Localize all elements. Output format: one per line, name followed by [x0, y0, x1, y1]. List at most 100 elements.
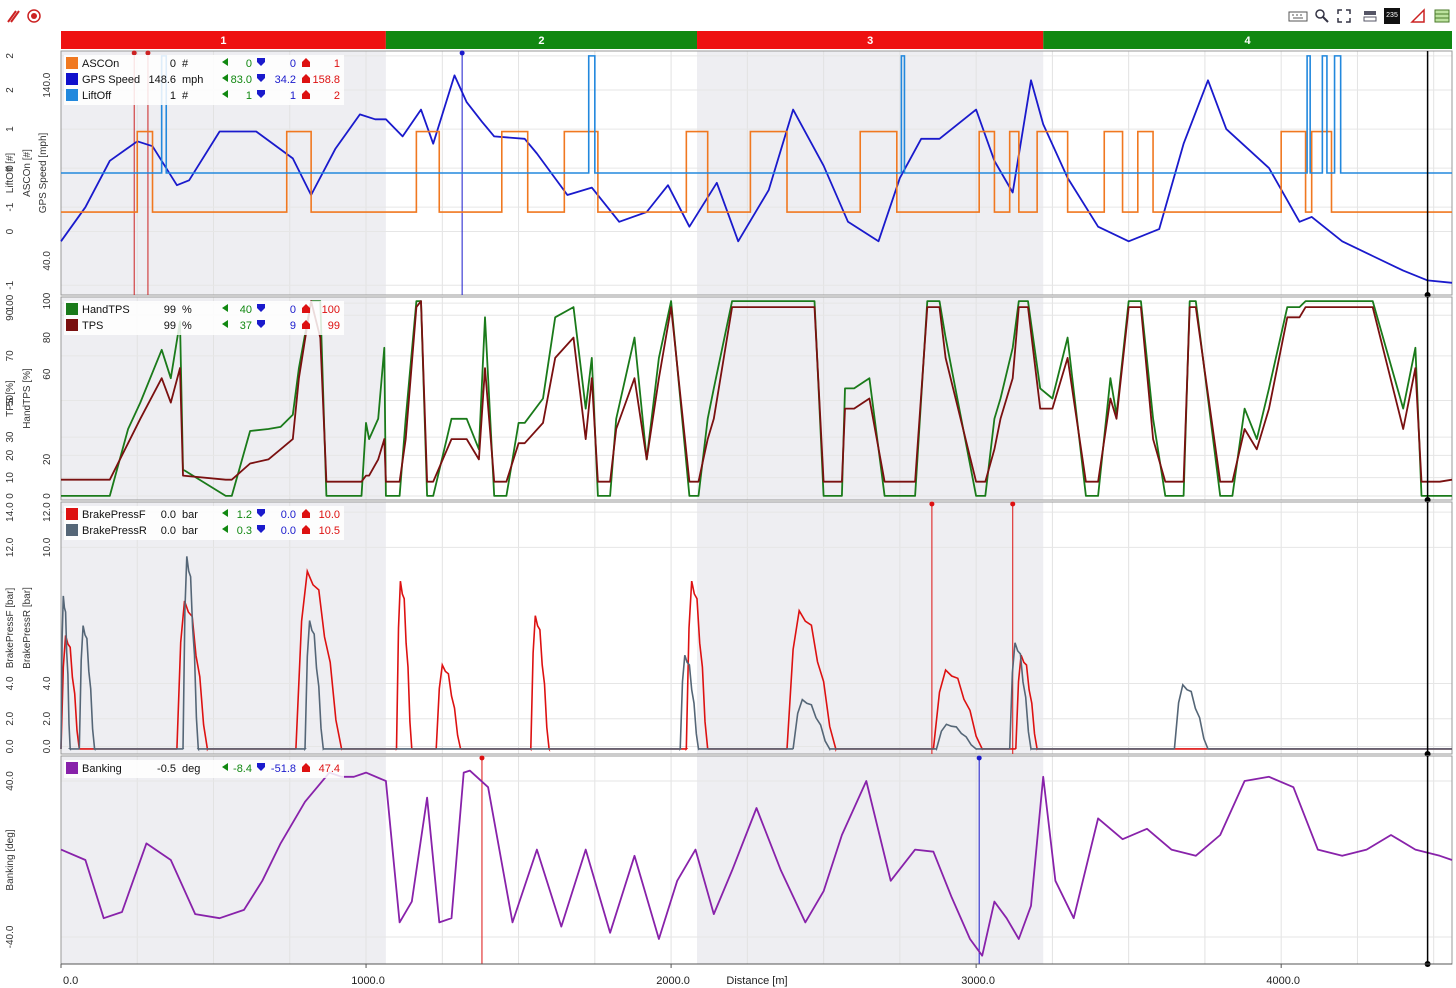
- legend-value: 0: [170, 58, 176, 70]
- legend-entry-ascon: ASCOn 0 #0 0 1: [66, 57, 340, 70]
- y-tick-label: 4.0: [5, 676, 16, 690]
- legend-max: 1: [334, 58, 340, 70]
- section-segment-3: [697, 31, 1044, 49]
- counter-icon[interactable]: 235: [1384, 8, 1400, 24]
- panel-brake: 14.012.04.02.00.012.010.04.02.00.0BrakeP…: [5, 501, 1453, 757]
- legend-swatch: [66, 57, 78, 69]
- section-bar: 1 2 3 4: [61, 31, 1452, 49]
- legend-avg: -51.8: [271, 763, 296, 775]
- min-arrow-icon: [222, 763, 228, 771]
- legend-avg: 34.2: [275, 74, 296, 86]
- y-tick-label: 0.0: [5, 739, 16, 753]
- panel-frame: [60, 501, 1453, 755]
- legend-max: 100: [322, 304, 340, 316]
- max-house-icon: [302, 763, 310, 772]
- legend-entry-brakepressr: BrakePressR 0.0 bar 0.3 0.0 10.5: [66, 524, 340, 537]
- legend-name: LiftOff: [82, 90, 112, 102]
- shaded-region: [61, 756, 386, 964]
- section-label: 1: [220, 35, 226, 47]
- legend-value: 1: [170, 90, 176, 102]
- legend-avg: 0.0: [281, 525, 296, 537]
- layout-icon[interactable]: [1362, 8, 1378, 24]
- y-tick-label: 100: [42, 292, 53, 309]
- y-axis-label: ASCOn [#]: [22, 149, 33, 197]
- min-arrow-icon: [222, 509, 228, 517]
- avg-shield-icon: [257, 74, 265, 82]
- panel-frame: [60, 296, 1453, 501]
- legend-max: 99: [328, 320, 340, 332]
- x-tick-label: 0.0: [63, 975, 78, 987]
- fit-icon[interactable]: [1336, 8, 1352, 24]
- keyboard-icon[interactable]: [1288, 8, 1308, 24]
- min-arrow-icon: [222, 74, 228, 82]
- legend-name: Banking: [82, 763, 122, 775]
- legend-name: BrakePressR: [82, 525, 147, 537]
- series-banking: [60, 769, 1453, 957]
- legend-value: -0.5: [157, 763, 176, 775]
- section-segment-4: [1043, 31, 1452, 49]
- shaded-region: [697, 756, 1044, 964]
- y-tick-label: 2: [5, 87, 16, 93]
- y-tick-label: 20: [42, 453, 53, 465]
- legend-unit: #: [182, 58, 189, 70]
- y-tick-label: 2.0: [5, 711, 16, 725]
- legend-unit: %: [182, 320, 192, 332]
- avg-shield-icon: [257, 525, 265, 533]
- y-tick-label: 10.0: [42, 537, 53, 557]
- y-tick-label: 40.0: [42, 251, 53, 271]
- y-axis-label: Banking [deg]: [5, 829, 16, 890]
- y-tick-label: 70: [5, 350, 16, 362]
- legend-max: 47.4: [319, 763, 340, 775]
- legend-name: TPS: [82, 320, 103, 332]
- avg-shield-icon: [257, 320, 265, 328]
- legend-swatch: [66, 89, 78, 101]
- marker-dot: [131, 50, 137, 56]
- legend-swatch: [66, 319, 78, 331]
- x-tick-label: 1000.0: [351, 975, 385, 987]
- x-tick-label: 4000.0: [1266, 975, 1300, 987]
- y-axis-label: BrakePressF [bar]: [5, 587, 16, 668]
- min-arrow-icon: [222, 90, 228, 98]
- legend-name: GPS Speed: [82, 74, 140, 86]
- legend-entry-handtps: HandTPS 99% 40 0 100: [66, 303, 340, 316]
- y-tick-label: -1: [5, 202, 16, 211]
- x-axis-label: Distance [m]: [726, 975, 787, 987]
- section-label: 4: [1245, 35, 1252, 47]
- y-tick-label: 60: [42, 368, 53, 380]
- legend: BrakePressF 0.0 bar 1.2 0.0 10.0 BrakePressR 0.…: [64, 506, 344, 540]
- max-house-icon: [302, 525, 310, 534]
- legend-max: 2: [334, 90, 340, 102]
- panel-banking: 40.0 -40.0 Banking [deg] Banking -0.5 deg -8.4…: [5, 755, 1453, 967]
- min-arrow-icon: [222, 304, 228, 312]
- marker-dot: [1010, 501, 1016, 507]
- grid-toggle-icon[interactable]: [1434, 8, 1450, 24]
- y-tick-label: -40.0: [5, 925, 16, 948]
- series-ascon: [61, 130, 1452, 213]
- y-tick-label: 50: [5, 395, 16, 407]
- legend-entry-tps: TPS 99% 37 9 99: [66, 319, 340, 332]
- series-brakepressr: [60, 556, 1452, 752]
- avg-shield-icon: [257, 304, 265, 312]
- zoom-icon[interactable]: [1314, 8, 1330, 24]
- y-tick-label: 0: [5, 165, 16, 171]
- record-icon[interactable]: [26, 8, 42, 24]
- y-tick-label: 2: [5, 53, 16, 59]
- legend-entry-liftoff: LiftOff 1 #1 1 2: [66, 89, 340, 102]
- y-tick-label: 100: [5, 294, 16, 311]
- y-tick-label: -1: [5, 280, 16, 289]
- y-axis-label: TPS [%]: [5, 380, 16, 417]
- y-tick-label: 20: [5, 449, 16, 461]
- series-gps-speed: [60, 74, 1453, 284]
- y-tick-label: 12.0: [42, 502, 53, 522]
- x-tick-label: 2000.0: [656, 975, 690, 987]
- legend-unit: bar: [182, 509, 198, 521]
- legend-background: [64, 506, 344, 540]
- slope-icon[interactable]: [1410, 8, 1426, 24]
- tool-diagonal-lines-icon[interactable]: [6, 8, 22, 24]
- legend-background: [64, 55, 344, 105]
- y-tick-label: 30: [5, 431, 16, 443]
- y-axis-label: GPS Speed [mph]: [38, 132, 49, 213]
